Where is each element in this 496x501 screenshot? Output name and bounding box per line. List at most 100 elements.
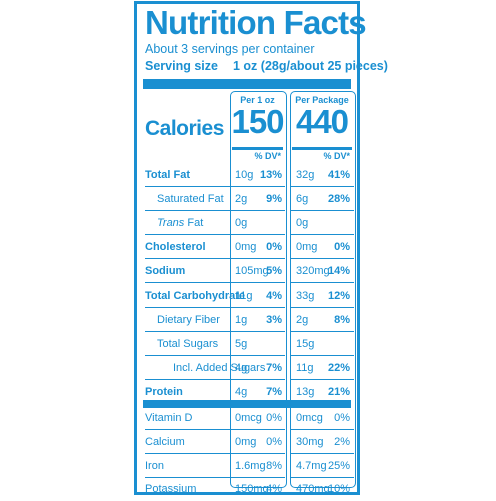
- row-divider: [230, 476, 285, 478]
- calories-divider-col1: [232, 147, 283, 150]
- serving-size-label: Serving size: [145, 59, 218, 73]
- per-serving-column-box: [230, 91, 287, 488]
- row-divider: [145, 185, 230, 187]
- amount-per-serving: 150mg: [235, 483, 269, 495]
- row-divider: [230, 281, 285, 283]
- nutrient-row: Iron 1.6mg 8% 4.7mg 25%: [137, 454, 357, 478]
- row-divider: [290, 185, 354, 187]
- row-divider: [145, 354, 230, 356]
- amount-per-package: 0mcg: [296, 412, 323, 424]
- row-divider: [290, 452, 354, 454]
- row-divider: [290, 354, 354, 356]
- nutrient-row: Potassium 150mg 4% 470mg 10%: [137, 477, 357, 501]
- nutrient-row: Incl. Added Sugars 4g 7% 11g 22%: [137, 356, 357, 380]
- dv-per-serving: 4%: [266, 290, 282, 302]
- calories-divider-col2: [292, 147, 352, 150]
- row-divider: [145, 378, 230, 380]
- nutrient-name: Calcium: [145, 436, 185, 448]
- nutrient-name: Sodium: [145, 265, 186, 277]
- row-divider: [230, 354, 285, 356]
- nutrient-name: Trans Fat: [157, 217, 203, 229]
- nutrient-row: Total Carbohydrate 11g 4% 33g 12%: [137, 284, 357, 308]
- nutrient-row: Cholesterol 0mg 0% 0mg 0%: [137, 235, 357, 259]
- dv-per-serving: 8%: [266, 460, 282, 472]
- amount-per-serving: 5g: [235, 338, 248, 350]
- dv-per-serving: 3%: [266, 314, 282, 326]
- servings-per-container: About 3 servings per container: [145, 42, 315, 56]
- amount-per-serving: 4g: [235, 386, 248, 398]
- nutrient-name-rest: Fat: [184, 217, 204, 229]
- serving-size-value: 1 oz (28g/about 25 pieces): [233, 59, 388, 73]
- row-divider: [145, 452, 230, 454]
- row-divider: [290, 209, 354, 211]
- row-divider: [145, 476, 230, 478]
- amount-per-package: 13g: [296, 386, 315, 398]
- row-divider: [230, 330, 285, 332]
- nutrient-row: Sodium 105mg 5% 320mg 14%: [137, 259, 357, 283]
- amount-per-serving: 1.6mg: [235, 460, 266, 472]
- nutrient-name: Cholesterol: [145, 241, 206, 253]
- dv-per-package: 28%: [327, 193, 350, 205]
- nutrition-facts-title: Nutrition Facts: [145, 4, 367, 41]
- amount-per-serving: 11g: [235, 290, 253, 302]
- nutrient-name: Dietary Fiber: [157, 314, 220, 326]
- amount-per-package: 2g: [296, 314, 309, 326]
- dv-per-serving: 4%: [266, 483, 282, 495]
- amount-per-package: 4.7mg: [296, 460, 327, 472]
- dv-per-serving: 7%: [266, 386, 282, 398]
- amount-per-package: 33g: [296, 290, 315, 302]
- nutrient-name: Total Fat: [145, 169, 191, 181]
- nutrient-name: Saturated Fat: [157, 193, 224, 205]
- nutrient-name-italic: Trans: [157, 217, 185, 229]
- top-thick-divider: [143, 79, 351, 89]
- dv-per-package: 41%: [327, 169, 350, 181]
- nutrient-row: Calcium 0mg 0% 30mg 2%: [137, 430, 357, 454]
- nutrition-facts-panel: Nutrition Facts About 3 servings per con…: [134, 1, 388, 495]
- nutrient-row: Dietary Fiber 1g 3% 2g 8%: [137, 308, 357, 332]
- calories-per-package: 440: [295, 103, 349, 140]
- row-divider: [145, 281, 230, 283]
- nutrient-row: Trans Fat 0g 0g: [137, 211, 357, 235]
- row-divider: [230, 209, 285, 211]
- row-divider: [230, 452, 285, 454]
- nutrient-row: Total Fat 10g 13% 32g 41%: [137, 163, 357, 187]
- nutrient-row: Total Sugars 5g 15g: [137, 332, 357, 356]
- nutrient-name: Incl. Added Sugars: [173, 362, 266, 374]
- nutrient-name: Total Sugars: [157, 338, 219, 350]
- nutrient-name: Vitamin D: [145, 412, 193, 424]
- dv-per-serving: 0%: [266, 412, 282, 424]
- amount-per-serving: 0mg: [235, 241, 257, 253]
- vitamins-thick-divider: [143, 400, 351, 408]
- calories-per-serving: 150: [231, 103, 284, 140]
- row-divider: [230, 378, 285, 380]
- row-divider: [145, 428, 230, 430]
- dv-per-package: 10%: [327, 483, 350, 495]
- dv-per-package: 2%: [334, 436, 350, 448]
- row-divider: [230, 233, 285, 235]
- per-serving-header: Per 1 oz: [240, 95, 275, 105]
- nutrient-name: Potassium: [145, 483, 197, 495]
- row-divider: [230, 257, 285, 259]
- amount-per-package: 30mg: [296, 436, 324, 448]
- dv-per-package: 0%: [334, 241, 350, 253]
- dv-per-serving: 5%: [266, 265, 282, 277]
- row-divider: [290, 330, 354, 332]
- row-divider: [145, 257, 230, 259]
- amount-per-package: 470mg: [296, 483, 330, 495]
- dv-per-serving: 9%: [266, 193, 282, 205]
- amount-per-serving: 4g: [235, 362, 248, 374]
- dv-per-serving: 7%: [266, 362, 282, 374]
- amount-per-package: 15g: [296, 338, 315, 350]
- row-divider: [145, 209, 230, 211]
- nutrient-row: Vitamin D 0mcg 0% 0mcg 0%: [137, 406, 357, 430]
- row-divider: [290, 378, 354, 380]
- nutrient-name: Total Carbohydrate: [145, 290, 246, 302]
- nutrient-row: Protein 4g 7% 13g 21%: [137, 380, 357, 404]
- amount-per-package: 0g: [296, 217, 309, 229]
- dv-per-package: 0%: [334, 412, 350, 424]
- dv-header-col2: % DV*: [323, 151, 350, 161]
- nutrient-name: Iron: [145, 460, 164, 472]
- row-divider: [145, 233, 230, 235]
- amount-per-serving: 0g: [235, 217, 248, 229]
- row-divider: [145, 306, 230, 308]
